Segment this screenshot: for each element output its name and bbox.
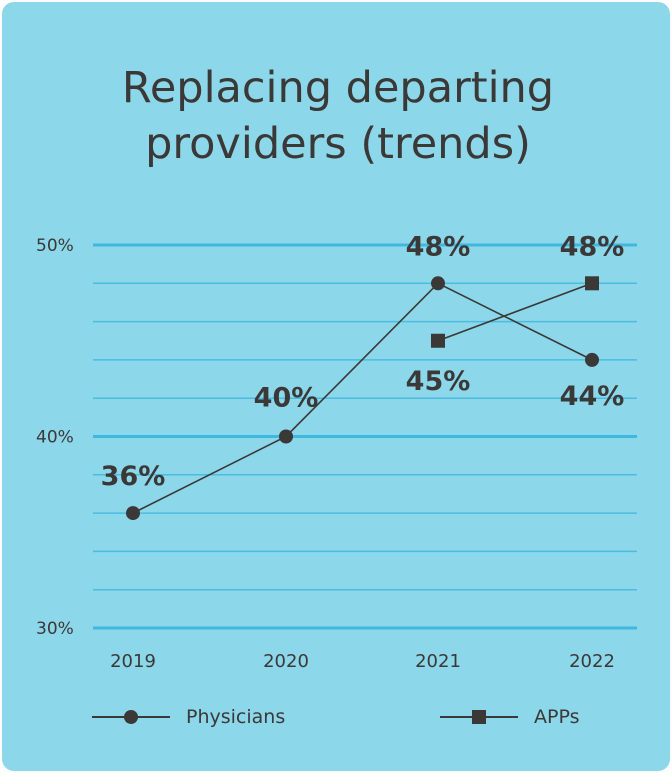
square-marker-icon: [440, 710, 518, 724]
series-line-physicians: [132, 282, 593, 514]
data-point: [585, 276, 599, 291]
x-tick-label: 2021: [415, 651, 461, 672]
y-tick-label: 40%: [36, 428, 74, 448]
data-label: 36%: [101, 461, 166, 492]
y-tick-label: 50%: [36, 236, 74, 256]
data-label: 44%: [560, 381, 625, 412]
data-point: [126, 506, 140, 521]
title-line-1: Replacing departing: [121, 63, 555, 113]
data-label: 48%: [560, 231, 625, 262]
data-point: [279, 429, 293, 444]
data-point: [431, 333, 445, 348]
legend-label: Physicians: [186, 706, 286, 728]
legend-label: APPs: [534, 706, 580, 728]
data-label: 40%: [254, 383, 319, 414]
legend-item-physicians: Physicians: [92, 700, 285, 734]
data-label: 48%: [406, 231, 471, 262]
data-point: [585, 352, 599, 367]
title-line-2: providers (trends): [145, 119, 531, 169]
x-tick-label: 2019: [110, 651, 156, 672]
x-tick-label: 2022: [569, 651, 615, 672]
data-label: 45%: [406, 366, 471, 397]
x-tick-label: 2020: [263, 651, 309, 672]
data-point: [431, 276, 445, 291]
y-tick-label: 30%: [36, 619, 74, 639]
chart-title: Replacing departing providers (trends): [2, 60, 672, 172]
series-line-apps: [437, 282, 593, 342]
circle-marker-icon: [92, 710, 170, 724]
legend-item-apps: APPs: [440, 700, 579, 734]
